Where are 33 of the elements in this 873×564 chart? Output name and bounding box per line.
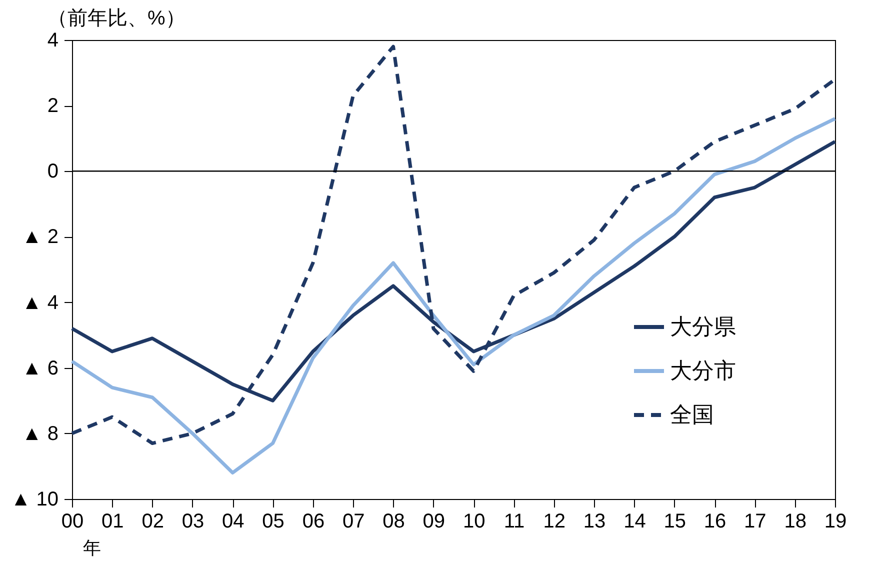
x-tick-label: 13 bbox=[583, 510, 606, 532]
x-tick-label: 00 bbox=[61, 510, 84, 532]
y-tick-label: ▲ 4 bbox=[22, 292, 58, 314]
x-tick-label: 14 bbox=[624, 510, 646, 532]
legend-label: 全国 bbox=[670, 402, 714, 427]
y-tick-label: 4 bbox=[47, 30, 58, 52]
x-tick-label: 10 bbox=[462, 510, 486, 532]
y-tick-label: 2 bbox=[47, 95, 58, 118]
x-tick-label: 07 bbox=[342, 510, 365, 532]
x-tick-label: 08 bbox=[382, 510, 405, 532]
legend-label: 大分県 bbox=[670, 314, 736, 339]
x-tick-label: 03 bbox=[182, 510, 204, 532]
x-tick-label: 15 bbox=[664, 510, 686, 532]
y-tick-label: ▲ 10 bbox=[10, 488, 58, 510]
x-tick-label: 02 bbox=[142, 510, 164, 532]
x-tick-label: 06 bbox=[302, 510, 325, 532]
text: 年 bbox=[83, 538, 101, 558]
x-tick-label: 17 bbox=[744, 510, 766, 532]
y-tick-label: ▲ 2 bbox=[22, 226, 58, 248]
x-tick-label: 18 bbox=[784, 510, 806, 532]
y-axis-title: （前年比、%） bbox=[48, 8, 186, 30]
x-tick-label: 05 bbox=[262, 510, 284, 532]
x-tick-label: 16 bbox=[704, 510, 726, 532]
x-tick-label: 04 bbox=[222, 510, 244, 532]
y-tick-label: 0 bbox=[47, 160, 58, 183]
x-tick-label: 12 bbox=[543, 510, 566, 532]
y-tick-label: ▲ 6 bbox=[22, 357, 58, 380]
legend-label: 大分市 bbox=[670, 358, 736, 383]
x-tick-label: 11 bbox=[504, 510, 525, 532]
x-tick-label: 19 bbox=[824, 510, 847, 532]
x-tick-label: 01 bbox=[102, 510, 124, 532]
y-tick-label: ▲ 8 bbox=[22, 422, 58, 445]
x-tick-label: 09 bbox=[422, 510, 446, 532]
